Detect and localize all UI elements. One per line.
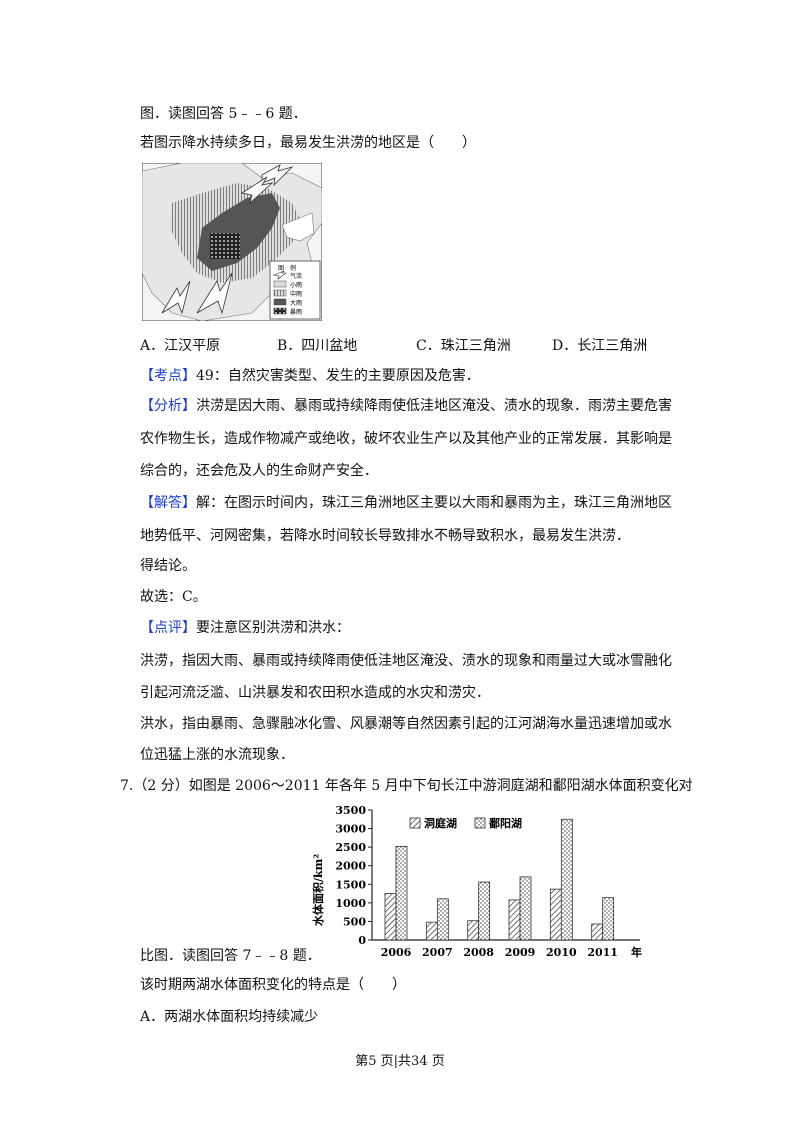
x-axis-suffix: 年	[631, 945, 642, 959]
jieda: 【解答】解：在图示时间内，珠江三角洲地区主要以大雨和暴雨为主，珠江三角洲地区	[140, 494, 672, 512]
bar-dongting-2009	[508, 899, 521, 941]
bar-poyang-2006	[395, 846, 408, 941]
jieda-text-2: 地势低平、河网密集，若降水时间较长导致排水不畅导致积水，最易发生洪涝．	[140, 528, 630, 544]
bar-dongting-2006	[384, 893, 397, 941]
jieda-text-4: 故选：C。	[140, 589, 207, 605]
bar-dongting-2008	[467, 920, 480, 941]
bar-poyang-2011	[602, 897, 615, 941]
jieda-tag: 【解答】	[140, 495, 196, 511]
y-tick-label: 2500	[335, 841, 366, 854]
option-7a: A．两湖水体面积均持续减少	[140, 1009, 319, 1025]
lake-area-chart: 水体面积/km² 0 500 1000 1500 2000 2500 3000 3500 20…	[311, 804, 642, 959]
y-axis-label: 水体面积/km²	[311, 854, 325, 926]
question-7: 7.（2 分）如图是 2006～2011 年各年 5 月中下旬长江中游洞庭湖和鄱…	[120, 778, 693, 794]
y-tick-label: 500	[343, 915, 366, 928]
x-tick-label: 2010	[546, 946, 577, 959]
kaodian: 【考点】49：自然灾害类型、发生的主要原因及危害．	[140, 367, 480, 385]
y-tick-label: 1000	[335, 897, 366, 910]
rainstorm-area	[210, 233, 240, 259]
x-tick-label: 2007	[422, 946, 453, 959]
dianping-text-5: 位迅猛上涨的水流现象．	[140, 747, 294, 763]
legend-item: 中雨	[290, 290, 302, 298]
legend-title: 图 例	[278, 264, 296, 272]
line-1: 图．读图回答 5﹣﹣6 题．	[140, 106, 307, 122]
fenxi-text-3: 综合的，还会危及人的生命财产安全．	[140, 463, 378, 479]
dianping: 【点评】要注意区别洪涝和洪水：	[140, 619, 350, 637]
chart-legend: 洞庭湖 鄱阳湖	[409, 816, 522, 830]
legend-item: 暴雨	[290, 309, 302, 316]
question-stem: 若图示降水持续多日，最易发生洪涝的地区是（ ）	[140, 135, 476, 151]
dianping-tag: 【点评】	[140, 620, 196, 636]
legend-item: 气流	[290, 272, 302, 280]
fenxi: 【分析】洪涝是因大雨、暴雨或持续降雨使低洼地区淹没、渍水的现象．雨涝主要危害	[140, 397, 672, 415]
bar-dongting-2007	[425, 921, 438, 941]
y-tick-label: 3500	[335, 804, 366, 817]
option-a: A．江汉平原	[140, 338, 221, 354]
dianping-text: 要注意区别洪涝和洪水：	[196, 620, 350, 636]
page-footer: 第5 页|共34 页	[355, 1054, 445, 1069]
x-tick-label: 2008	[463, 946, 494, 959]
y-axis-title: 水体面积/km²	[311, 854, 325, 926]
x-tick-label: 2011	[587, 946, 618, 959]
option-c: C．珠江三角洲	[416, 338, 511, 354]
bar-poyang-2007	[436, 898, 449, 941]
kaodian-tag: 【考点】	[140, 368, 196, 384]
dianping-text-3: 引起河流泛滥、山洪暴发和农田积水造成的水灾和涝灾．	[140, 685, 490, 701]
y-tick-label: 3000	[335, 823, 366, 836]
legend-series-2: 鄱阳湖	[488, 816, 522, 830]
legend-item: 小雨	[290, 281, 302, 289]
legend-item: 大雨	[290, 299, 302, 307]
fenxi-text-2: 农作物生长，造成作物减产或绝收，破坏农业生产以及其他产业的正常发展．其影响是	[140, 431, 672, 447]
x-tick-label: 2009	[505, 946, 536, 959]
y-tick-label: 2000	[335, 860, 366, 873]
rainfall-map: 图 例 气流 小雨 中雨 大雨 暴雨	[142, 163, 322, 321]
x-tick-label: 2006	[381, 946, 412, 959]
bar-poyang-2008	[478, 881, 491, 941]
y-tick-label: 0	[358, 934, 366, 947]
jieda-text-3: 得结论。	[140, 558, 196, 574]
bar-dongting-2011	[591, 923, 604, 941]
kaodian-text: 49：自然灾害类型、发生的主要原因及危害．	[196, 368, 480, 384]
jieda-text-1: 解：在图示时间内，珠江三角洲地区主要以大雨和暴雨为主，珠江三角洲地区	[196, 495, 672, 511]
y-tick-label: 1500	[335, 878, 366, 891]
legend-series-1: 洞庭湖	[424, 816, 457, 830]
question-7-stem: 该时期两湖水体面积变化的特点是（ ）	[140, 977, 406, 993]
fenxi-text-1: 洪涝是因大雨、暴雨或持续降雨使低洼地区淹没、渍水的现象．雨涝主要危害	[196, 398, 672, 414]
dianping-text-4: 洪水，指由暴雨、急骤融冰化雪、风暴潮等自然因素引起的江河湖海水量迅速增加或水	[140, 716, 672, 732]
question-7-cont: 比图．读图回答 7﹣﹣8 题．	[140, 948, 321, 964]
dianping-text-2: 洪涝，指因大雨、暴雨或持续降雨使低洼地区淹没、渍水的现象和雨量过大或冰雪融化	[140, 653, 672, 669]
bar-poyang-2010	[560, 818, 573, 941]
fenxi-tag: 【分析】	[140, 398, 196, 414]
bar-poyang-2009	[519, 876, 532, 941]
bar-dongting-2010	[549, 888, 562, 941]
option-d: D．长江三角洲	[552, 338, 648, 354]
option-b: B．四川盆地	[277, 338, 358, 354]
map-legend: 图 例 气流 小雨 中雨 大雨 暴雨	[269, 260, 321, 320]
